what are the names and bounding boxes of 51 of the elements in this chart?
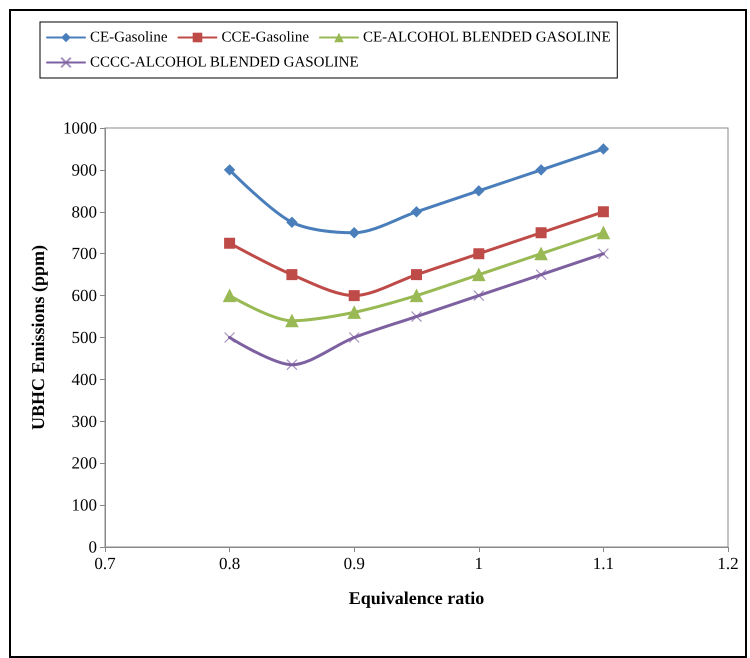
x-tick-label: 1.2 [717,554,739,573]
point [348,290,360,302]
point [348,227,360,238]
point [473,290,484,302]
point [348,332,360,344]
point [534,247,548,260]
y-tick-label: 500 [72,328,97,347]
legend-label: CE-Gasoline [90,30,168,46]
x-tick-label: 0.9 [344,554,365,573]
point [598,248,609,260]
point [410,289,423,302]
point [286,216,298,228]
x-tick-label: 1.1 [592,554,614,573]
y-axis-title: UBHC Emissions (ppm) [28,244,48,430]
point [286,269,298,280]
y-tick-label: 400 [72,370,97,389]
point [224,332,236,344]
point [411,269,422,280]
x-tick-label: 0.8 [218,554,240,573]
y-tick-label: 200 [72,454,97,473]
point [473,248,484,260]
point [472,268,486,282]
legend-label: CE-ALCOHOL BLENDED GASOLINE [362,30,611,46]
point [223,289,236,302]
point [224,238,236,249]
legend-label: CCCC-ALCOHOL BLENDED GASOLINE [90,54,359,70]
legend-label: CCE-Gasoline [221,30,310,46]
y-tick-label: 900 [72,160,97,180]
y-tick-label: 0 [88,538,97,556]
point [536,227,547,238]
y-tick-label: 600 [72,286,97,306]
point [348,306,361,319]
y-tick-label: 1000 [63,118,97,138]
x-tick-label: 1 [474,554,484,573]
point [410,310,422,322]
point [285,314,298,328]
y-tick-label: 800 [72,202,97,222]
point [598,206,609,218]
x-axis-title: Equivalence ratio [348,588,484,608]
y-tick-label: 700 [72,244,97,264]
point [286,359,298,370]
point [224,164,236,176]
point [411,206,422,218]
point [473,185,484,196]
y-tick-label: 300 [72,412,97,431]
y-tick-label: 100 [72,496,97,515]
point [596,226,610,240]
x-tick-label: 0.7 [94,554,116,573]
point [536,164,547,176]
point [598,143,609,154]
point [536,269,547,280]
